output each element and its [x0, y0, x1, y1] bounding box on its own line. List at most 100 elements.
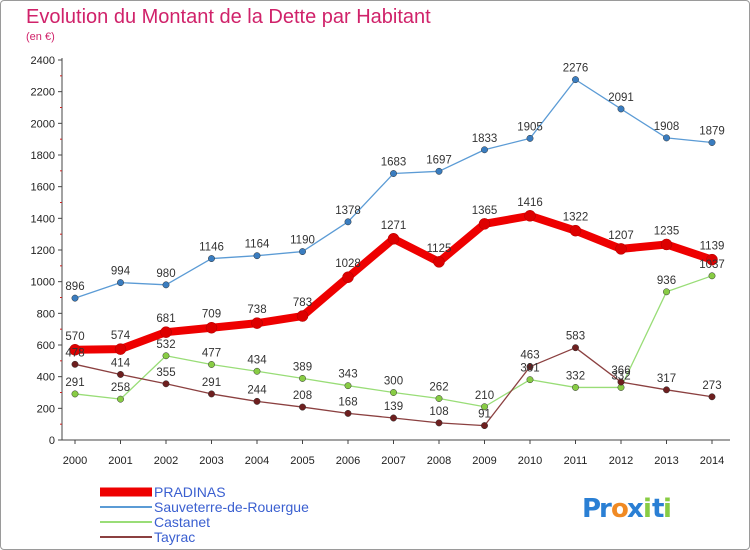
point-sauveterre-de-rouergue [435, 167, 443, 175]
point-tayrac [617, 378, 625, 386]
data-label-sauveterre-de-rouergue: 2091 [608, 92, 634, 104]
data-label-castanet: 389 [293, 361, 312, 373]
point-sauveterre-de-rouergue [617, 105, 625, 113]
data-label-pradinas: 783 [293, 297, 312, 309]
data-label-pradinas: 738 [247, 304, 266, 316]
data-label-tayrac: 478 [65, 347, 84, 359]
x-tick-label: 2008 [427, 455, 451, 467]
data-label-pradinas: 1125 [427, 243, 452, 255]
point-pradinas [706, 253, 718, 266]
point-tayrac [572, 344, 579, 352]
x-tick-label: 2004 [245, 455, 269, 467]
data-label-tayrac: 168 [338, 396, 357, 408]
data-label-tayrac: 355 [156, 367, 175, 379]
point-tayrac [71, 360, 79, 368]
point-castanet [253, 367, 261, 375]
data-label-castanet: 381 [520, 363, 539, 375]
point-castanet [208, 361, 215, 368]
data-label-tayrac: 273 [702, 380, 721, 392]
data-label-tayrac: 366 [611, 365, 630, 377]
point-pradinas [296, 310, 309, 322]
data-label-sauveterre-de-rouergue: 1378 [335, 205, 361, 217]
data-label-castanet: 291 [65, 377, 84, 389]
point-castanet [663, 288, 670, 296]
legend-label-tayrac: Tayrac [154, 529, 195, 545]
point-pradinas [660, 238, 673, 251]
point-castanet [117, 395, 124, 403]
data-label-castanet: 300 [384, 376, 403, 388]
data-label-tayrac: 108 [429, 406, 448, 418]
y-tick-label: 1400 [31, 213, 55, 225]
y-tick-label: 200 [37, 403, 55, 415]
data-label-castanet: 258 [111, 382, 130, 394]
y-tick-label: 800 [37, 308, 55, 320]
point-castanet [526, 376, 534, 384]
x-tick-label: 2012 [609, 455, 633, 467]
legend-label-pradinas: PRADINAS [154, 484, 226, 500]
data-label-pradinas: 1271 [381, 220, 407, 232]
data-label-pradinas: 1322 [563, 212, 589, 224]
logo-letter: o [611, 494, 629, 524]
data-label-castanet: 434 [247, 354, 267, 366]
x-tick-label: 2010 [518, 455, 542, 467]
data-label-tayrac: 583 [566, 331, 585, 343]
point-tayrac [299, 403, 306, 411]
x-tick-label: 2013 [654, 455, 678, 467]
data-label-pradinas: 1139 [700, 241, 725, 253]
point-castanet [708, 272, 716, 280]
point-pradinas [251, 317, 263, 329]
point-sauveterre-de-rouergue [253, 252, 261, 260]
point-sauveterre-de-rouergue [390, 170, 397, 177]
data-label-castanet: 262 [429, 382, 448, 394]
point-pradinas [387, 233, 400, 245]
logo-letter: i [643, 494, 652, 524]
data-label-pradinas: 709 [202, 309, 221, 321]
point-sauveterre-de-rouergue [344, 218, 352, 226]
point-sauveterre-de-rouergue [117, 279, 124, 287]
point-sauveterre-de-rouergue [708, 139, 716, 146]
data-label-tayrac: 244 [247, 384, 267, 396]
y-tick-label: 2400 [31, 55, 55, 67]
point-sauveterre-de-rouergue [71, 294, 79, 302]
data-label-sauveterre-de-rouergue: 1879 [699, 125, 725, 137]
logo-letter: P [582, 494, 601, 524]
series-layer [69, 76, 718, 430]
data-labels: 896 994 980 1146 1164 1190 1378 1683 1697 1833 190… [65, 63, 724, 421]
point-sauveterre-de-rouergue [481, 146, 488, 154]
x-tick-label: 2006 [336, 455, 360, 467]
y-tick-label: 2200 [31, 87, 55, 99]
data-label-castanet: 332 [611, 370, 630, 382]
series-line-sauveterre-de-rouergue [74, 78, 713, 299]
data-label-castanet: 332 [566, 370, 585, 382]
data-label-pradinas: 1416 [517, 197, 543, 209]
point-sauveterre-de-rouergue [663, 134, 670, 142]
data-label-castanet: 477 [202, 347, 221, 359]
data-label-sauveterre-de-rouergue: 1683 [381, 157, 407, 169]
point-sauveterre-de-rouergue [299, 248, 306, 256]
data-label-castanet: 343 [338, 369, 357, 381]
data-label-sauveterre-de-rouergue: 896 [65, 281, 84, 293]
data-label-pradinas: 574 [111, 330, 131, 342]
y-tick-label: 1200 [31, 245, 55, 257]
point-tayrac [344, 409, 352, 417]
point-castanet [481, 403, 488, 411]
point-pradinas [160, 326, 172, 338]
point-pradinas [524, 210, 536, 222]
point-pradinas [569, 224, 582, 237]
logo-letter: r [599, 494, 612, 524]
point-tayrac [253, 397, 261, 405]
point-pradinas [615, 243, 627, 255]
point-pradinas [342, 271, 354, 283]
data-label-pradinas: 1235 [654, 225, 680, 237]
legend-label-castanet: Castanet [154, 514, 210, 530]
x-tick-label: 2014 [700, 455, 724, 467]
data-label-tayrac: 91 [478, 409, 491, 421]
x-tick-label: 2000 [63, 455, 87, 467]
x-tick-label: 2001 [108, 455, 132, 467]
y-tick-label: 2000 [31, 118, 55, 130]
data-label-sauveterre-de-rouergue: 1905 [517, 121, 543, 133]
point-tayrac [481, 422, 488, 430]
point-pradinas [478, 218, 491, 230]
